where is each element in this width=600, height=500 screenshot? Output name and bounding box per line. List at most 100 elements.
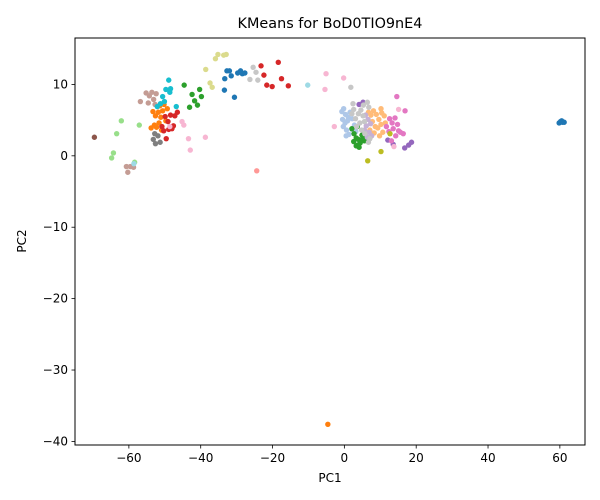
axes-layer: −60 −40 −20 0 20 40 60 −40 −30 −20 −10 0 10 bbox=[43, 77, 568, 465]
data-point-cluster-13-3 bbox=[185, 135, 192, 142]
data-point-cluster-11-2 bbox=[149, 89, 155, 95]
data-point-cluster-15-11 bbox=[357, 120, 363, 126]
data-point-cluster-12-11 bbox=[402, 108, 408, 114]
data-point-cluster-15-0 bbox=[250, 64, 256, 70]
data-point-cluster-13-7 bbox=[340, 75, 347, 81]
y-tick-label: 0 bbox=[60, 149, 68, 163]
data-point-cluster-6-10 bbox=[159, 123, 165, 130]
data-point-cluster-18-3 bbox=[159, 93, 166, 100]
data-point-cluster-6-0 bbox=[162, 113, 168, 120]
data-point-cluster-15-8 bbox=[358, 107, 364, 113]
data-point-cluster-12-1 bbox=[389, 120, 395, 126]
x-tick-label: −40 bbox=[188, 451, 213, 465]
data-point-cluster-2-3 bbox=[158, 114, 164, 120]
data-point-cluster-6-13 bbox=[275, 59, 281, 65]
data-point-cluster-1-15 bbox=[343, 133, 349, 139]
data-point-cluster-15-14 bbox=[358, 127, 365, 133]
data-point-cluster-18-4 bbox=[161, 98, 168, 105]
data-point-cluster-3-6 bbox=[381, 113, 387, 119]
data-point-cluster-0-9 bbox=[222, 76, 228, 82]
data-point-cluster-16-0 bbox=[365, 158, 371, 164]
data-point-cluster-0-3 bbox=[228, 73, 234, 79]
y-tick-label: −10 bbox=[43, 220, 68, 234]
data-point-cluster-3-1 bbox=[368, 112, 374, 118]
data-point-cluster-19-1 bbox=[305, 82, 311, 88]
data-point-cluster-4-4 bbox=[196, 86, 203, 93]
data-point-cluster-3-3 bbox=[373, 111, 380, 118]
data-point-cluster-12-2 bbox=[392, 115, 398, 121]
data-point-cluster-13-11 bbox=[395, 106, 402, 113]
data-point-cluster-17-4 bbox=[203, 66, 209, 73]
data-point-cluster-15-16 bbox=[364, 99, 371, 105]
data-point-cluster-2-9 bbox=[148, 125, 154, 131]
data-point-cluster-15-3 bbox=[253, 69, 259, 75]
x-axis-label: PC1 bbox=[318, 471, 341, 485]
data-point-cluster-13-2 bbox=[181, 122, 187, 128]
data-point-cluster-15-12 bbox=[361, 118, 368, 125]
data-point-cluster-11-7 bbox=[137, 98, 144, 105]
data-point-cluster-4-18 bbox=[353, 143, 359, 149]
data-point-cluster-6-12 bbox=[269, 83, 275, 90]
data-point-cluster-14-3 bbox=[155, 133, 161, 139]
data-point-cluster-6-15 bbox=[285, 83, 292, 89]
data-point-cluster-17-0 bbox=[212, 56, 219, 62]
data-point-cluster-0-8 bbox=[242, 70, 248, 76]
y-tick-label: −20 bbox=[43, 292, 68, 306]
data-point-cluster-6-11 bbox=[264, 82, 270, 88]
data-point-cluster-6-17 bbox=[261, 72, 267, 78]
data-point-cluster-4-19 bbox=[359, 135, 366, 142]
chart-title: KMeans for BoD0TIO9nE4 bbox=[238, 16, 423, 32]
data-point-cluster-12-4 bbox=[390, 125, 396, 132]
data-point-cluster-18-8 bbox=[154, 103, 160, 110]
data-point-cluster-0-14 bbox=[558, 118, 565, 124]
data-point-cluster-4-7 bbox=[349, 125, 355, 132]
data-point-cluster-18-0 bbox=[166, 77, 172, 83]
data-point-cluster-15-9 bbox=[352, 115, 359, 122]
data-point-cluster-7-0 bbox=[254, 168, 260, 174]
data-point-cluster-13-4 bbox=[202, 134, 209, 140]
data-point-cluster-15-18 bbox=[360, 102, 367, 108]
data-point-cluster-15-13 bbox=[353, 123, 360, 130]
data-point-cluster-15-20 bbox=[365, 139, 372, 145]
data-point-cluster-4-10 bbox=[351, 138, 357, 145]
data-point-cluster-15-2 bbox=[255, 77, 261, 83]
data-point-cluster-17-5 bbox=[209, 84, 215, 90]
data-point-cluster-11-9 bbox=[125, 169, 131, 175]
data-point-cluster-3-9 bbox=[375, 125, 381, 131]
x-tick-label: 40 bbox=[480, 451, 495, 465]
data-point-cluster-15-1 bbox=[247, 76, 253, 83]
data-point-cluster-3-4 bbox=[376, 116, 382, 123]
data-point-cluster-15-4 bbox=[348, 84, 354, 90]
data-point-cluster-6-6 bbox=[161, 128, 167, 134]
data-point-cluster-4-1 bbox=[186, 104, 193, 110]
data-point-cluster-4-6 bbox=[198, 93, 205, 100]
x-tick-label: 60 bbox=[552, 451, 567, 465]
data-point-cluster-13-0 bbox=[167, 123, 173, 130]
data-point-cluster-4-2 bbox=[189, 91, 195, 98]
y-tick-label: −30 bbox=[43, 363, 68, 377]
data-point-cluster-12-6 bbox=[393, 133, 399, 139]
data-point-cluster-1-7 bbox=[343, 127, 350, 133]
data-point-cluster-15-17 bbox=[366, 104, 372, 110]
data-point-cluster-6-14 bbox=[278, 76, 285, 82]
data-point-cluster-15-10 bbox=[360, 113, 366, 119]
data-point-cluster-1-1 bbox=[340, 105, 347, 112]
data-point-cluster-11-5 bbox=[145, 100, 151, 106]
data-point-cluster-6-8 bbox=[163, 135, 169, 142]
data-point-cluster-5-0 bbox=[118, 118, 125, 124]
data-point-cluster-10-0 bbox=[91, 134, 98, 140]
data-point-cluster-6-16 bbox=[258, 63, 264, 69]
data-point-cluster-5-5 bbox=[136, 122, 142, 128]
data-point-cluster-2-14 bbox=[325, 421, 331, 427]
data-point-cluster-12-3 bbox=[394, 121, 401, 128]
data-point-cluster-17-6 bbox=[207, 80, 213, 86]
data-point-cluster-16-1 bbox=[378, 148, 384, 155]
data-point-cluster-11-4 bbox=[150, 96, 157, 103]
x-tick-label: −20 bbox=[260, 451, 285, 465]
data-point-cluster-2-2 bbox=[155, 109, 162, 115]
data-point-cluster-8-6 bbox=[408, 139, 415, 145]
data-point-cluster-2-13 bbox=[164, 105, 170, 112]
data-point-cluster-18-2 bbox=[167, 89, 173, 95]
